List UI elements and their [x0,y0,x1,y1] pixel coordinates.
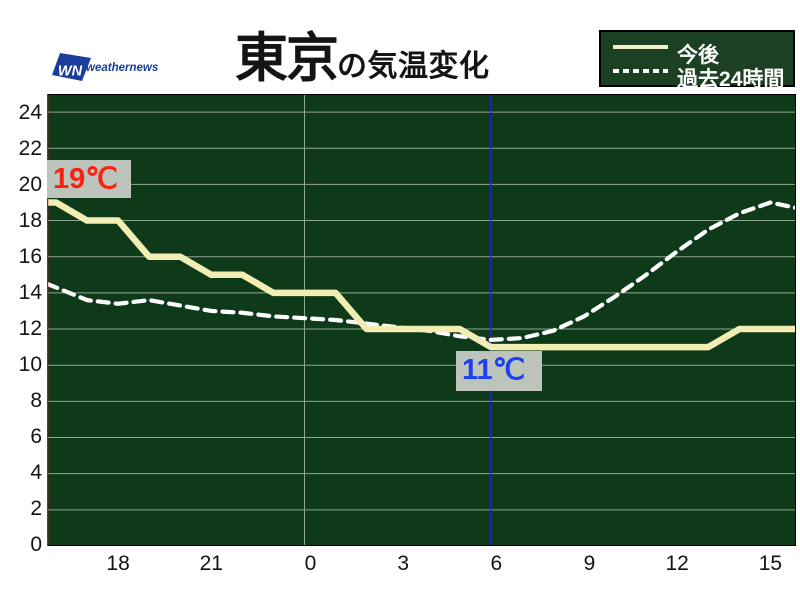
svg-text:WN: WN [58,64,83,80]
